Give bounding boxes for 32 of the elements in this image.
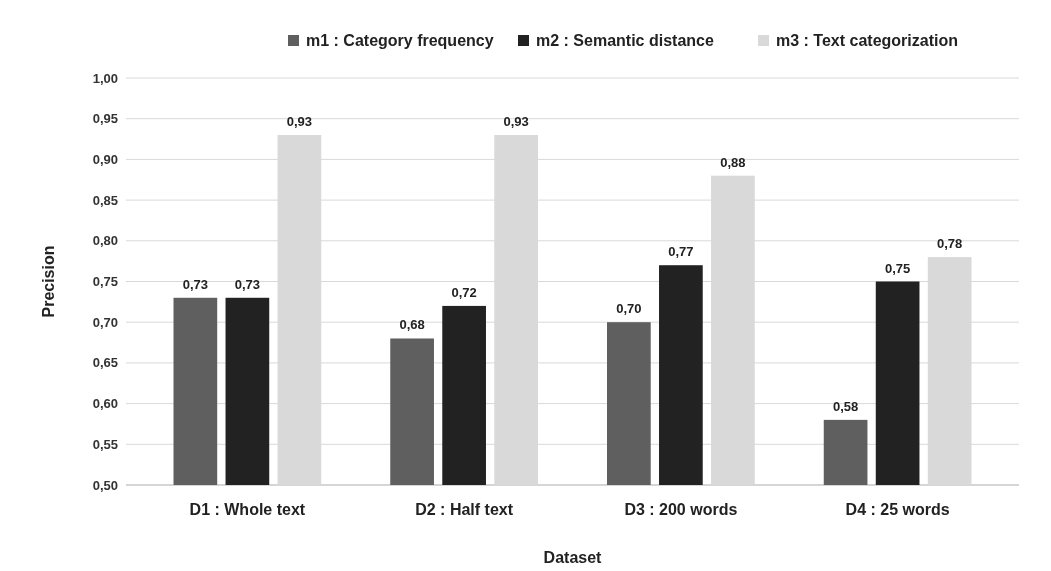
y-tick-label: 0,90: [92, 151, 118, 167]
y-axis-title: Precision: [40, 245, 57, 318]
data-label: 0,93: [286, 113, 313, 129]
y-tick-label: 0,85: [92, 192, 118, 208]
y-tick-label: 0,70: [92, 314, 118, 330]
legend-label: m1 : Category frequency: [306, 32, 494, 49]
data-label: 0,58: [832, 398, 859, 414]
data-label: 0,70: [616, 301, 642, 317]
y-tick-label: 0,65: [92, 355, 118, 371]
y-tick-label: 0,80: [92, 233, 118, 249]
data-label: 0,73: [182, 276, 209, 292]
y-tick-label: 0,50: [92, 477, 118, 493]
x-tick-label: D2 : Half text: [415, 501, 514, 518]
data-label: 0,73: [234, 276, 261, 292]
data-label: 0,75: [884, 260, 911, 276]
y-tick-label: 0,55: [92, 436, 118, 452]
data-label: 0,68: [399, 317, 425, 333]
data-label: 0,88: [720, 154, 746, 170]
x-axis-title: Dataset: [543, 549, 603, 566]
y-tick-label: 0,75: [92, 274, 118, 290]
legend-label: m2 : Semantic distance: [536, 32, 714, 49]
x-tick-label: D1 : Whole text: [189, 501, 306, 518]
y-tick-label: 1,00: [92, 70, 118, 86]
data-label: 0,77: [668, 244, 694, 260]
y-tick-label: 0,60: [92, 396, 118, 412]
x-tick-label: D3 : 200 words: [624, 501, 738, 518]
data-label: 0,78: [936, 236, 963, 252]
data-label: 0,72: [451, 284, 477, 300]
data-label: 0,93: [503, 113, 529, 129]
x-tick-label: D4 : 25 words: [845, 501, 950, 518]
y-tick-label: 0,95: [92, 111, 118, 127]
legend-label: m3 : Text categorization: [776, 32, 958, 49]
